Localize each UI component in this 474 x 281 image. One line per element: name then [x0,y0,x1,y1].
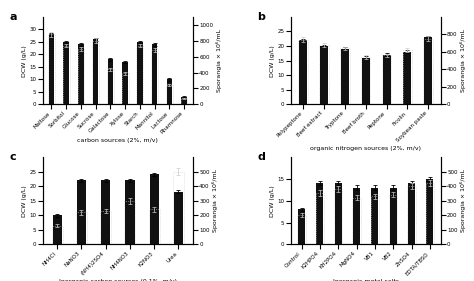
Bar [383,55,391,105]
Bar [423,39,433,105]
Bar [78,49,84,105]
Y-axis label: Sporangia × 10⁶/mL: Sporangia × 10⁶/mL [216,29,222,92]
Y-axis label: DCW (g/L): DCW (g/L) [22,45,27,76]
Bar [151,50,158,105]
Bar [426,183,434,244]
Bar [341,49,349,105]
Bar [137,46,143,105]
Bar [408,183,415,244]
Bar [334,189,342,244]
Bar [125,180,135,244]
Bar [149,175,159,244]
Bar [93,39,99,105]
Bar [174,192,183,244]
Bar [181,97,187,105]
Y-axis label: DCW (g/L): DCW (g/L) [22,185,27,217]
Bar [52,225,63,244]
Bar [64,42,69,105]
Bar [362,58,370,105]
Bar [361,57,371,105]
Bar [316,193,324,244]
Bar [122,62,128,105]
Bar [299,40,307,105]
Text: c: c [9,152,16,162]
Bar [166,85,173,105]
Bar [53,215,62,244]
Bar [137,42,143,105]
Bar [352,198,361,244]
Bar [319,45,329,105]
Bar [390,188,397,244]
Y-axis label: Sporangia × 10⁶/mL: Sporangia × 10⁶/mL [460,169,466,232]
Text: d: d [257,152,265,162]
Text: b: b [257,12,265,22]
Bar [173,171,184,244]
Bar [389,195,397,244]
Bar [101,180,110,244]
Bar [424,37,432,105]
Y-axis label: DCW (g/L): DCW (g/L) [270,45,274,76]
Bar [78,44,84,105]
Bar [152,44,157,105]
Bar [298,209,305,244]
Bar [353,188,360,244]
X-axis label: carbon sources (2%, m/v): carbon sources (2%, m/v) [77,138,158,143]
Bar [100,211,111,244]
Bar [77,180,86,244]
Bar [48,34,55,105]
Bar [63,46,70,105]
Bar [76,212,87,244]
Bar [402,50,412,105]
Bar [122,73,128,105]
Bar [92,41,99,105]
Bar [407,186,416,244]
Bar [426,179,433,244]
Bar [382,55,392,105]
Y-axis label: Sporangia × 10⁶/mL: Sporangia × 10⁶/mL [212,169,219,232]
Bar [403,52,411,105]
Bar [298,40,308,105]
Bar [371,196,379,244]
Bar [166,80,172,105]
Y-axis label: Sporangia × 10⁶/mL: Sporangia × 10⁶/mL [460,29,466,92]
Bar [320,46,328,105]
Bar [335,183,342,244]
Y-axis label: DCW (g/L): DCW (g/L) [270,185,274,217]
Bar [317,183,323,244]
X-axis label: Inorganic carbon sources (0.1%, m/v): Inorganic carbon sources (0.1%, m/v) [59,279,177,281]
Bar [107,69,114,105]
Bar [181,98,187,105]
Bar [49,34,55,105]
Bar [371,188,378,244]
Text: a: a [9,12,17,22]
Bar [108,59,113,105]
X-axis label: Inorganic metal salts: Inorganic metal salts [333,279,399,281]
X-axis label: organic nitrogen sources (2%, m/v): organic nitrogen sources (2%, m/v) [310,146,421,151]
Bar [148,209,160,244]
Bar [297,215,306,244]
Bar [340,48,350,105]
Bar [124,201,136,244]
